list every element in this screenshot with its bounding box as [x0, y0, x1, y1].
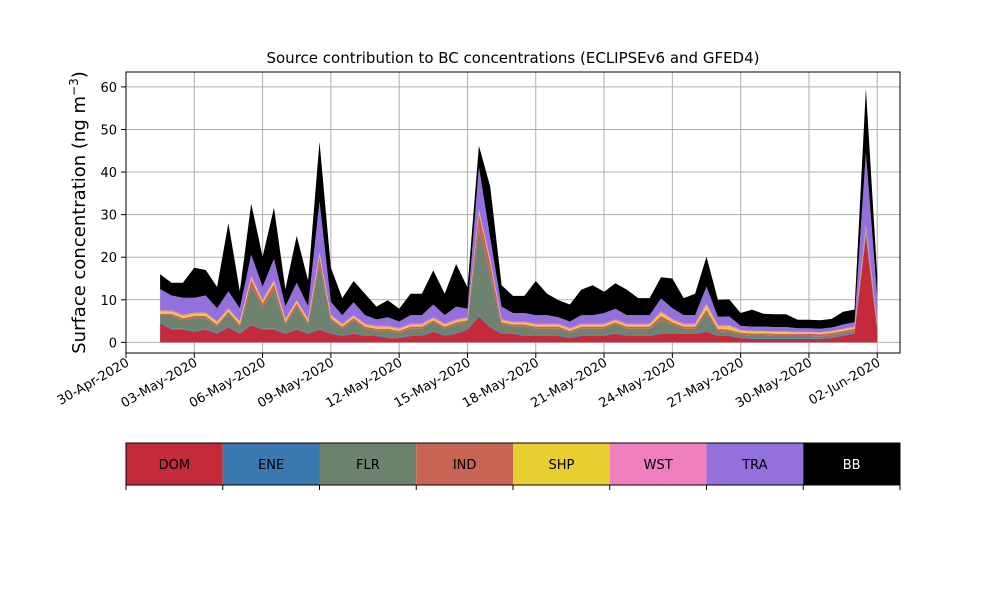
legend-label-wst: WST — [644, 458, 673, 473]
x-tick-label: 03-May-2020 — [119, 355, 201, 411]
y-axis-label: Surface concentration (ng m−3) — [67, 71, 90, 354]
y-tick-label: 40 — [100, 166, 117, 181]
x-tick-label: 18-May-2020 — [460, 355, 542, 411]
legend-label-flr: FLR — [356, 458, 380, 473]
x-tick-label: 12-May-2020 — [323, 355, 405, 411]
x-tick-label: 27-May-2020 — [665, 355, 747, 411]
area-dom — [160, 235, 878, 343]
legend-colorbar: DOM ENE FLR IND SHP WST TRA BB — [125, 442, 901, 490]
y-tick-label: 20 — [100, 251, 117, 266]
x-tick-label: 15-May-2020 — [392, 355, 474, 411]
y-tick-label: 60 — [100, 81, 117, 96]
x-tick-label: 02-Jun-2020 — [806, 355, 883, 408]
x-tick-label: 30-May-2020 — [733, 355, 815, 411]
y-tick-label: 50 — [100, 123, 117, 138]
chart-title: Source contribution to BC concentrations… — [266, 49, 759, 67]
y-axis-label-superscript: −3 — [67, 78, 81, 96]
area-flr — [160, 230, 878, 339]
legend-label-dom: DOM — [159, 458, 190, 473]
legend-swatch-wst — [609, 443, 707, 485]
legend-swatch-shp — [513, 443, 610, 485]
legend-swatch-ind — [416, 443, 513, 485]
legend-swatch-bb — [803, 443, 900, 485]
legend-swatch-dom — [126, 443, 223, 485]
legend-label-ind: IND — [453, 458, 477, 473]
y-tick-label: 10 — [100, 294, 117, 309]
y-tick-label: 0 — [109, 336, 117, 351]
legend-label-bb: BB — [843, 458, 861, 473]
y-axis-label-close: ) — [69, 71, 90, 78]
x-axis-ticks: 30-Apr-202003-May-202006-May-202009-May-… — [55, 353, 883, 411]
y-axis-label-main: Surface concentration (ng m — [69, 96, 90, 354]
x-tick-label: 21-May-2020 — [528, 355, 610, 411]
legend-border — [125, 442, 901, 486]
x-tick-label: 09-May-2020 — [255, 355, 337, 411]
legend-label-shp: SHP — [548, 458, 574, 473]
legend-swatch-flr — [319, 443, 417, 485]
stacked-areas — [160, 88, 878, 343]
legend-label-tra: TRA — [741, 458, 767, 473]
legend-label-ene: ENE — [258, 458, 284, 473]
y-axis-ticks: 0 10 20 30 40 50 60 — [100, 81, 126, 351]
legend-swatch-ene — [222, 443, 320, 485]
x-tick-label: 06-May-2020 — [187, 355, 269, 411]
y-tick-label: 30 — [100, 209, 117, 224]
legend-swatch-tra — [706, 443, 804, 485]
plot-frame — [125, 71, 901, 354]
x-tick-label: 24-May-2020 — [597, 355, 679, 411]
